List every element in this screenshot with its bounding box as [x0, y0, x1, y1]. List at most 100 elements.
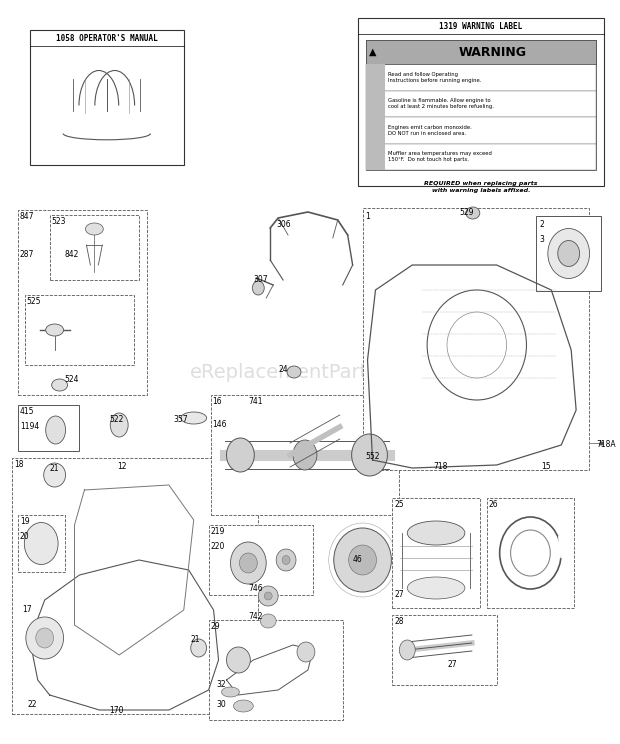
- Bar: [358, 18, 604, 186]
- Text: 1058 OPERATOR'S MANUAL: 1058 OPERATOR'S MANUAL: [56, 33, 157, 42]
- Ellipse shape: [348, 545, 376, 575]
- Text: 220: 220: [211, 542, 225, 551]
- Bar: [18, 405, 79, 451]
- Text: 22: 22: [28, 700, 37, 709]
- Text: 357: 357: [174, 415, 188, 424]
- Text: 25: 25: [394, 500, 404, 509]
- Bar: [18, 210, 147, 395]
- Bar: [366, 64, 386, 91]
- Text: 741: 741: [249, 397, 263, 406]
- Text: 522: 522: [109, 415, 123, 424]
- Bar: [392, 615, 497, 685]
- Ellipse shape: [407, 577, 465, 599]
- Bar: [18, 515, 64, 572]
- Ellipse shape: [43, 463, 66, 487]
- Ellipse shape: [110, 413, 128, 437]
- Ellipse shape: [226, 647, 250, 673]
- Ellipse shape: [260, 614, 276, 628]
- Ellipse shape: [293, 440, 317, 470]
- Ellipse shape: [226, 438, 254, 472]
- Ellipse shape: [239, 553, 257, 573]
- Text: 28: 28: [394, 617, 404, 626]
- Ellipse shape: [86, 223, 104, 235]
- Text: 1: 1: [366, 212, 370, 221]
- Bar: [366, 91, 596, 117]
- Ellipse shape: [264, 592, 272, 600]
- Bar: [366, 40, 596, 170]
- Bar: [487, 498, 574, 608]
- Text: 219: 219: [211, 527, 225, 536]
- Ellipse shape: [221, 687, 239, 697]
- Bar: [366, 117, 386, 144]
- Ellipse shape: [282, 556, 290, 565]
- Bar: [208, 525, 313, 595]
- Ellipse shape: [51, 379, 68, 391]
- Text: 15: 15: [541, 462, 551, 471]
- Text: 24: 24: [278, 365, 288, 374]
- Text: 1319 WARNING LABEL: 1319 WARNING LABEL: [439, 22, 523, 31]
- Text: ▲: ▲: [369, 47, 377, 57]
- Ellipse shape: [231, 542, 266, 584]
- Text: 415: 415: [20, 407, 34, 416]
- Text: 20: 20: [20, 532, 30, 541]
- Text: 287: 287: [20, 250, 34, 259]
- Ellipse shape: [191, 639, 206, 657]
- Ellipse shape: [46, 416, 66, 444]
- Ellipse shape: [352, 434, 388, 476]
- Ellipse shape: [46, 324, 64, 336]
- Text: 718A: 718A: [596, 440, 616, 449]
- Text: 46: 46: [353, 555, 362, 564]
- Text: 525: 525: [27, 297, 42, 306]
- Text: 718: 718: [433, 462, 448, 471]
- Bar: [366, 144, 596, 170]
- Text: 32: 32: [216, 680, 226, 689]
- Text: 552: 552: [366, 452, 380, 461]
- Bar: [25, 295, 134, 365]
- Ellipse shape: [558, 240, 580, 266]
- Text: 742: 742: [249, 612, 263, 621]
- Text: 12: 12: [117, 462, 126, 471]
- Text: eReplacementParts.com: eReplacementParts.com: [190, 362, 426, 382]
- Bar: [366, 144, 386, 170]
- Ellipse shape: [252, 281, 264, 295]
- Text: 21: 21: [191, 635, 200, 644]
- Text: 19: 19: [20, 517, 30, 526]
- Ellipse shape: [234, 700, 254, 712]
- Text: 17: 17: [22, 605, 32, 614]
- Text: 27: 27: [394, 590, 404, 599]
- Text: Muffler area temperatures may exceed
150°F.  Do not touch hot parts.: Muffler area temperatures may exceed 150…: [389, 151, 492, 162]
- Text: 146: 146: [213, 420, 227, 429]
- Text: REQUIRED when replacing parts
with warning labels affixed.: REQUIRED when replacing parts with warni…: [424, 182, 538, 193]
- Ellipse shape: [297, 642, 315, 662]
- Ellipse shape: [334, 528, 391, 592]
- Text: 16: 16: [213, 397, 222, 406]
- Text: Engines emit carbon monoxide.
DO NOT run in enclosed area.: Engines emit carbon monoxide. DO NOT run…: [389, 125, 472, 136]
- Text: 529: 529: [459, 208, 474, 217]
- Ellipse shape: [24, 522, 58, 565]
- Bar: [366, 91, 386, 117]
- Text: 524: 524: [64, 375, 79, 384]
- Text: 307: 307: [254, 275, 268, 284]
- Bar: [366, 117, 596, 144]
- Text: Read and follow Operating
Instructions before running engine.: Read and follow Operating Instructions b…: [389, 71, 482, 83]
- Bar: [366, 40, 596, 64]
- Text: 306: 306: [276, 220, 291, 229]
- Text: 3: 3: [539, 235, 544, 244]
- Text: 26: 26: [489, 500, 498, 509]
- Bar: [363, 208, 589, 470]
- Text: 27: 27: [447, 660, 457, 669]
- Ellipse shape: [259, 586, 278, 606]
- Text: 847: 847: [20, 212, 34, 221]
- Text: 21: 21: [50, 464, 59, 473]
- Text: 2: 2: [539, 220, 544, 229]
- Text: 29: 29: [211, 622, 220, 631]
- Ellipse shape: [466, 207, 480, 219]
- Bar: [536, 216, 601, 291]
- Text: 1194: 1194: [20, 422, 39, 431]
- Ellipse shape: [407, 521, 465, 545]
- Ellipse shape: [287, 366, 301, 378]
- Ellipse shape: [276, 549, 296, 571]
- Text: 746: 746: [249, 584, 263, 593]
- Bar: [366, 64, 596, 91]
- Bar: [211, 395, 399, 515]
